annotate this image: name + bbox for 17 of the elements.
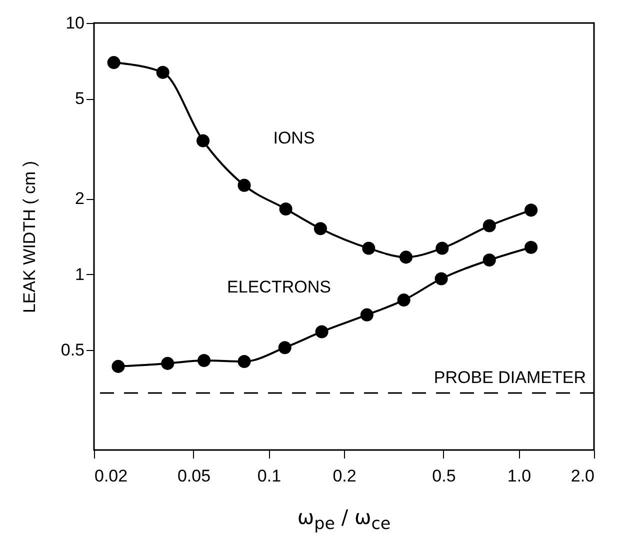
ref-line-label: PROBE DIAMETER [434, 368, 586, 388]
y-tick-label: 2 [75, 189, 84, 208]
y-tick-label: 0.5 [60, 340, 84, 360]
y-tick-label: 10 [66, 14, 84, 32]
y-axis-title: LEAK WIDTH ( cm ) [20, 160, 39, 314]
x-tick-label: 0.5 [432, 466, 456, 486]
text: IONS [273, 128, 315, 148]
x-tick-label: 0.1 [257, 466, 282, 486]
x-tick-label: 0.02 [94, 466, 128, 486]
x-tick-label: 0.2 [332, 466, 356, 486]
y-tick-label: 5 [75, 89, 84, 108]
series-label: ELECTRONS [227, 278, 331, 297]
x-tick-label: 1.0 [507, 466, 532, 486]
x-axis-title: ω$_{pe}$ / ω$_{ce}$ [296, 505, 392, 533]
x-tick-label: 0.05 [177, 466, 211, 486]
y-tick-label: 1 [75, 264, 84, 284]
x-tick-label: 2.0 [570, 466, 594, 486]
